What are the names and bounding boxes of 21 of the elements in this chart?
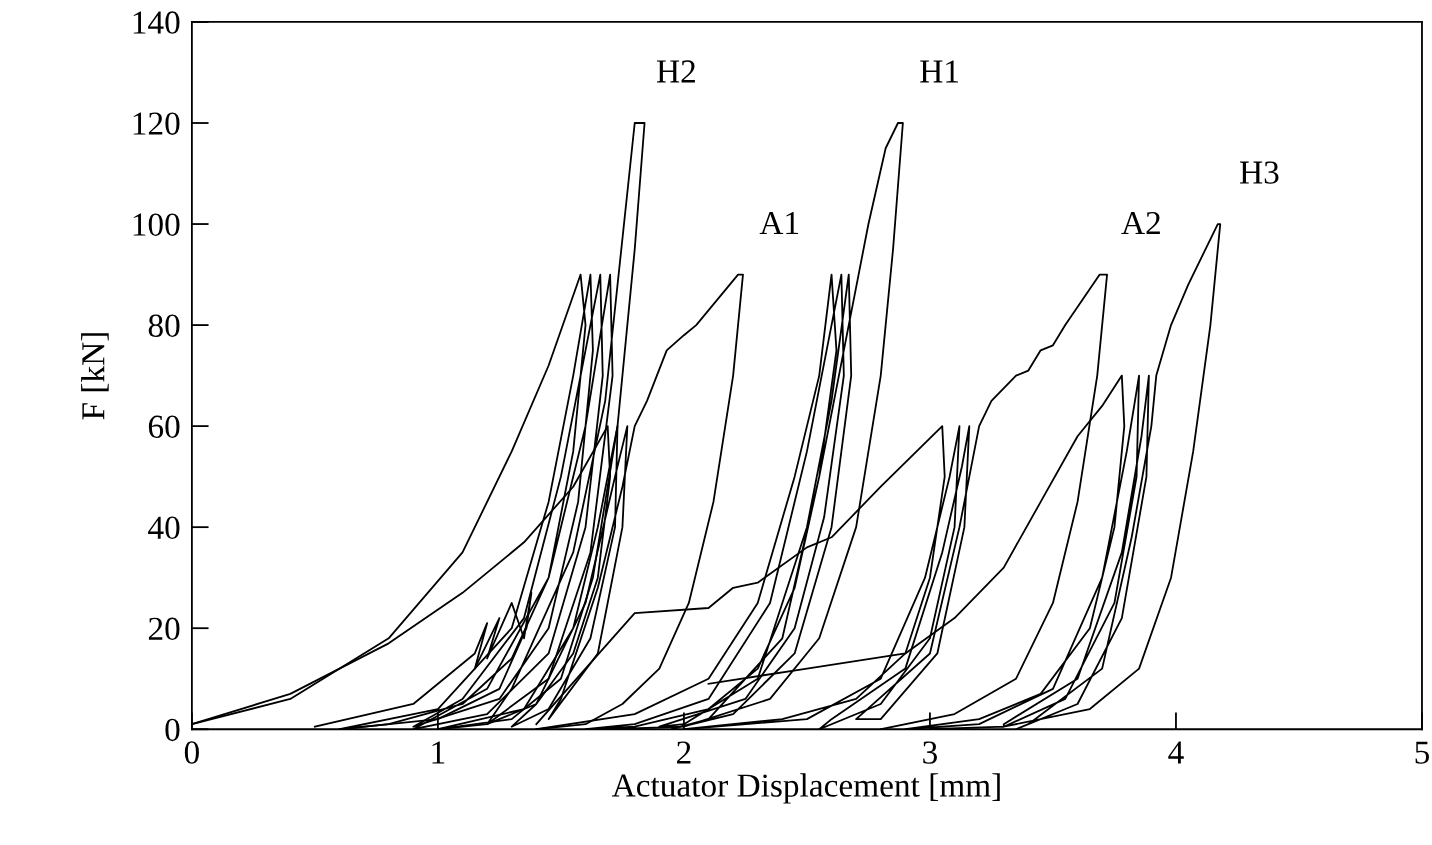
series-label: H2 (656, 60, 695, 83)
x-tick-label: 4 (1168, 741, 1184, 764)
series-label: A1 (759, 211, 799, 234)
series-label: A2 (1121, 211, 1160, 234)
x-tick-label: 1 (432, 741, 445, 764)
x-axis-title: Actuator Displacement [mm] (611, 773, 1000, 804)
y-tick-label: 40 (148, 516, 180, 540)
x-tick-label: 2 (677, 741, 691, 764)
x-tick-label: 0 (184, 741, 199, 764)
y-tick-label: 140 (133, 11, 180, 34)
y-tick-label: 100 (133, 213, 180, 236)
y-axis-title: F [kN] (81, 333, 109, 420)
y-tick-label: 120 (133, 112, 180, 135)
y-tick-label: 0 (165, 718, 180, 742)
series-label: H3 (1240, 161, 1279, 184)
y-tick-label: 60 (148, 415, 180, 439)
series-label: H1 (920, 60, 958, 83)
x-tick-label: 3 (923, 741, 937, 764)
x-tick-label: 5 (1415, 741, 1430, 764)
y-tick-label: 20 (148, 617, 180, 641)
y-tick-label: 80 (148, 314, 180, 337)
